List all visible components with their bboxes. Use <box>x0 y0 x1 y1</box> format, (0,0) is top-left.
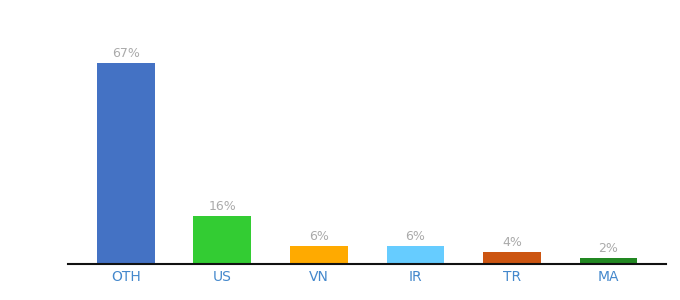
Text: 6%: 6% <box>309 230 329 243</box>
Text: 2%: 2% <box>598 242 618 255</box>
Bar <box>97 63 155 264</box>
Text: 4%: 4% <box>502 236 522 249</box>
Bar <box>386 246 445 264</box>
Bar <box>290 246 348 264</box>
Text: 6%: 6% <box>405 230 426 243</box>
Bar <box>194 216 252 264</box>
Bar <box>483 252 541 264</box>
Bar <box>579 258 637 264</box>
Text: 16%: 16% <box>209 200 237 213</box>
Text: 67%: 67% <box>112 47 140 60</box>
